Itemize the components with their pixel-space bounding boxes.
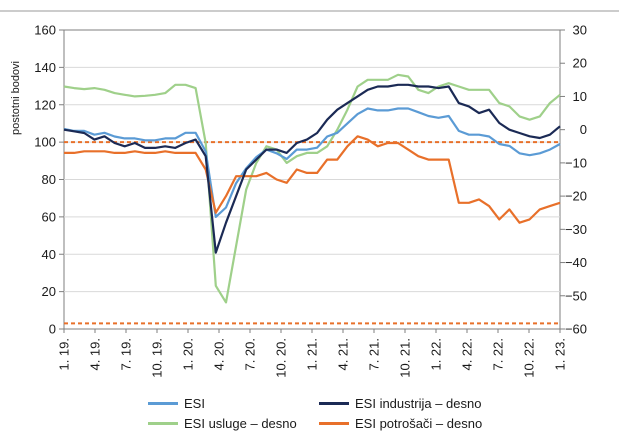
left-tick-label: 120 — [34, 97, 56, 112]
legend-label-esi: ESI — [184, 396, 205, 411]
axis-labels: 0 20 40 60 80 100 120 140 160 −60 −50 −40 −30 −20 −10 0… — [34, 23, 587, 378]
series-line-3 — [64, 135, 561, 224]
left-tick-label: 0 — [49, 322, 56, 337]
left-tick-label: 100 — [34, 135, 56, 150]
legend-label-esi-industrija: ESI industrija – desno — [355, 396, 482, 411]
reference-lines — [64, 141, 560, 325]
left-tick-label: 40 — [42, 247, 56, 262]
x-tick-label: 4. 22. — [460, 338, 475, 371]
legend-item-esi-usluge: ESI usluge – desno — [148, 415, 297, 433]
left-tick-label: 140 — [34, 60, 56, 75]
legend-item-esi-industrija: ESI industrija – desno — [319, 395, 481, 413]
x-tick-label: 7. 22. — [491, 338, 506, 371]
right-tick-label: 20 — [573, 56, 587, 71]
series-line-1 — [63, 83, 561, 254]
legend-item-esi: ESI — [148, 395, 205, 413]
legend-swatch-esi — [148, 402, 178, 406]
legend-swatch-esi-usluge — [148, 422, 178, 426]
right-tick-label: −50 — [565, 288, 587, 303]
series-line-0 — [63, 107, 561, 218]
legend-swatch-esi-potrosaci — [319, 422, 349, 426]
legend: ESI ESI industrija – desno ESI usluge – … — [0, 392, 619, 436]
right-tick-label: −10 — [565, 155, 587, 170]
right-tick-label: −40 — [565, 255, 587, 270]
right-tick-label: 10 — [573, 89, 587, 104]
chart: 0 20 40 60 80 100 120 140 160 −60 −50 −40 −30 −20 −10 0… — [0, 10, 619, 378]
legend-label-esi-potrosaci: ESI potrošači – desno — [355, 416, 483, 431]
right-tick-label: −20 — [565, 189, 587, 204]
right-tick-label: −60 — [565, 322, 587, 337]
x-tick-label: 1. 21. — [305, 338, 320, 371]
left-tick-label: 80 — [42, 172, 56, 187]
right-tick-label: 30 — [573, 23, 587, 38]
right-tick-label: −30 — [565, 222, 587, 237]
legend-item-esi-potrosaci: ESI potrošači – desno — [319, 415, 482, 433]
x-tick-label: 1. 19. — [57, 338, 72, 371]
series-line-2 — [63, 73, 561, 304]
left-tick-label: 160 — [34, 23, 56, 38]
x-tick-label: 1. 22. — [429, 338, 444, 371]
right-tick-label: 0 — [580, 122, 587, 137]
x-tick-label: 4. 21. — [336, 338, 351, 371]
x-tick-label: 1. 23. — [553, 338, 568, 371]
x-tick-label: 10. 21. — [398, 338, 413, 378]
x-tick-label: 10. 22. — [522, 338, 537, 378]
x-tick-label: 10. 19. — [150, 338, 165, 378]
x-tick-label: 4. 19. — [88, 338, 103, 371]
x-tick-label: 4. 20. — [212, 338, 227, 371]
x-tick-label: 7. 21. — [367, 338, 382, 371]
gridlines — [64, 66, 560, 293]
x-tick-label: 10. 20. — [274, 338, 289, 378]
left-tick-label: 20 — [42, 284, 56, 299]
x-tick-label: 1. 20. — [181, 338, 196, 371]
x-tick-label: 7. 19. — [119, 338, 134, 371]
x-tick-label: 7. 20. — [243, 338, 258, 371]
y-axis-title: postotni bodovi — [10, 61, 22, 135]
series-lines — [63, 73, 561, 304]
legend-swatch-esi-industrija — [319, 402, 349, 406]
legend-label-esi-usluge: ESI usluge – desno — [184, 416, 297, 431]
left-tick-label: 60 — [42, 209, 56, 224]
